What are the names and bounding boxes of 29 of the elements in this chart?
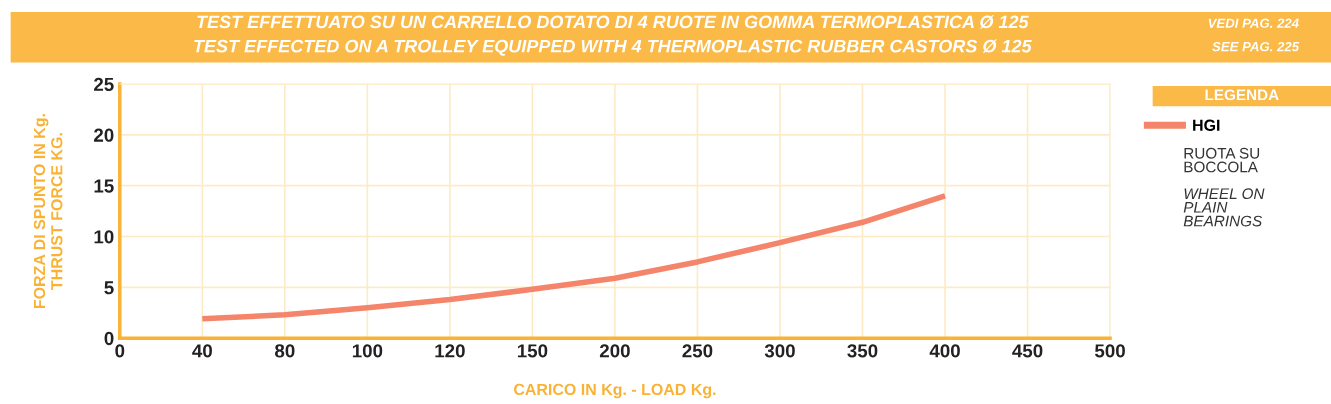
y-tick-label: 0 (104, 331, 114, 346)
x-tick-label: 350 (847, 344, 878, 358)
x-tick-label: 300 (764, 344, 795, 358)
y-tick-label: 5 (104, 281, 114, 295)
x-tick-label: 400 (929, 344, 960, 358)
x-axis-title: CARICO IN Kg. - LOAD Kg. (513, 383, 716, 399)
x-tick-label: 100 (352, 344, 383, 358)
text: VEDI PAG. 224 (1208, 18, 1299, 28)
x-tick-label: 120 (435, 344, 465, 358)
chart-subtitle: TEST EFFECTED ON A TROLLEY EQUIPPED WITH 4 THERMOPLASTIC RUBBER CASTORS Ø 125 (194, 39, 1032, 56)
y-axis-title: FORZA DI SPUNTO IN Kg. THRUST FORCE KG. (33, 114, 63, 309)
legend-title: LEGENDA (1205, 89, 1279, 101)
y-tick-label: 25 (94, 77, 114, 92)
x-tick-label: 500 (1094, 344, 1125, 358)
x-tick-label: 40 (192, 344, 212, 358)
y-tick-label: 10 (94, 230, 114, 244)
x-tick-label: 150 (517, 344, 548, 358)
x-tick-label: 200 (599, 344, 630, 358)
text: RUOTA SU BOCCOLA (1184, 147, 1260, 173)
legend-label: HGI (1193, 119, 1220, 131)
x-tick-label: 0 (115, 344, 125, 358)
x-tick-label: 80 (275, 344, 295, 358)
text: SEE PAG. 225 (1212, 41, 1300, 52)
y-tick-label: 20 (94, 128, 114, 142)
y-tick-label: 15 (94, 179, 114, 193)
x-tick-label: 450 (1012, 344, 1043, 358)
text: WHEEL ON PLAIN BEARINGS (1183, 188, 1265, 227)
x-tick-label: 250 (682, 344, 713, 358)
chart-title: TEST EFFETTUATO SU UN CARRELLO DOTATO DI 4 RUOTE IN GOMMA TERMOPLASTICA Ø 125 (197, 15, 1029, 29)
